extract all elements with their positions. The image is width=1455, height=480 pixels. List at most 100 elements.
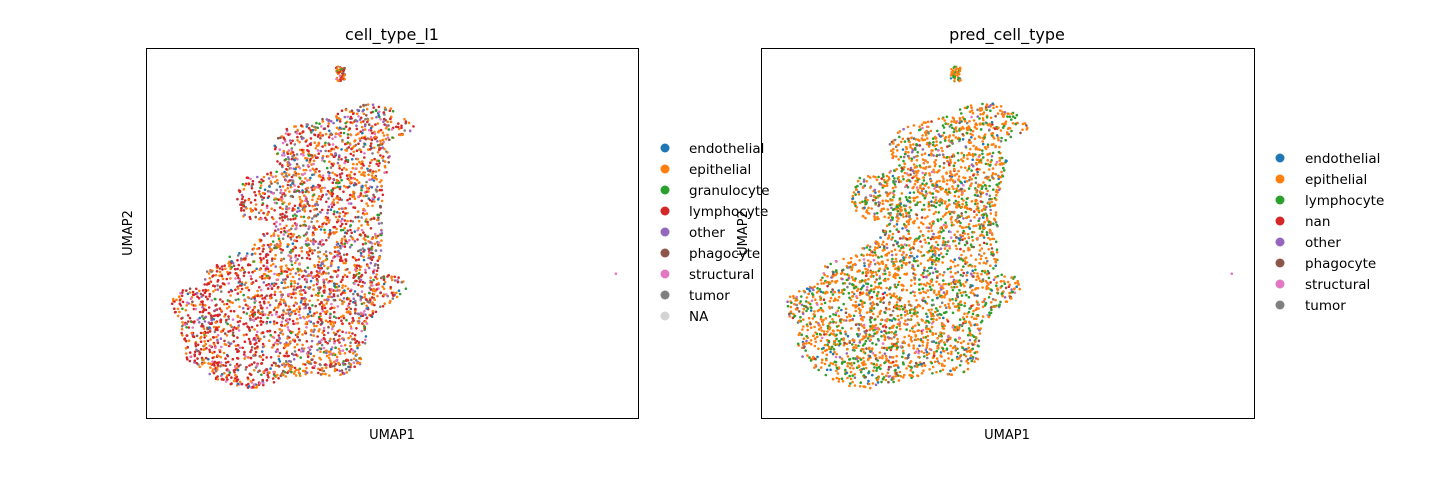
scatter-point [975, 213, 978, 217]
scatter-point [935, 247, 939, 250]
scatter-point [373, 232, 377, 236]
scatter-point [346, 141, 350, 144]
scatter-point [278, 185, 282, 188]
scatter-point [976, 202, 979, 205]
scatter-point [355, 149, 359, 152]
scatter-point [309, 333, 313, 337]
scatter-point [933, 267, 937, 271]
scatter-point [1013, 291, 1017, 295]
scatter-point [982, 171, 986, 174]
scatter-point [252, 369, 256, 372]
scatter-point [200, 315, 204, 318]
scatter-point [293, 190, 296, 193]
scatter-point [371, 204, 374, 208]
scatter-point [373, 289, 377, 293]
scatter-point [305, 159, 309, 162]
scatter-point [304, 306, 307, 310]
scatter-point [948, 178, 952, 182]
scatter-point [931, 183, 934, 187]
scatter-point [233, 267, 237, 271]
scatter-point [273, 180, 277, 184]
scatter-point [266, 330, 269, 333]
scatter-point [242, 274, 246, 278]
scatter-point [242, 271, 246, 275]
scatter-point [374, 109, 378, 112]
scatter-point [300, 148, 304, 152]
scatter-point [363, 142, 367, 146]
scatter-point [363, 293, 367, 296]
scatter-point [314, 304, 318, 308]
scatter-point [367, 254, 371, 257]
scatter-point [361, 322, 364, 325]
scatter-point [984, 279, 988, 283]
scatter-point [391, 297, 395, 300]
scatter-point [360, 216, 363, 219]
scatter-point [386, 136, 390, 139]
scatter-point [283, 226, 286, 230]
scatter-point [229, 323, 232, 327]
scatter-point [232, 340, 236, 343]
scatter-point [329, 264, 333, 268]
scatter-point [320, 225, 324, 228]
scatter-point [209, 362, 212, 366]
scatter-point [897, 230, 900, 233]
scatter-point [324, 340, 328, 344]
scatter-point [219, 365, 222, 368]
scatter-point [341, 330, 344, 334]
scatter-point [400, 124, 403, 128]
scatter-point [296, 321, 300, 325]
scatter-point [214, 304, 217, 307]
scatter-point [286, 156, 290, 159]
scatter-point [188, 351, 192, 354]
scatter-point [283, 371, 287, 374]
scatter-point [238, 284, 242, 287]
scatter-point [348, 322, 351, 325]
scatter-point [288, 163, 292, 166]
scatter-point [267, 177, 271, 180]
scatter-point [992, 188, 995, 191]
scatter-point [369, 161, 372, 164]
scatter-point [273, 209, 276, 212]
scatter-point [286, 243, 290, 246]
scatter-point [875, 178, 879, 182]
scatter-point [326, 342, 330, 345]
scatter-point [365, 316, 369, 320]
scatter-point [377, 281, 380, 285]
scatter-point [362, 231, 365, 234]
scatter-point [383, 166, 387, 169]
scatter-point [328, 279, 331, 283]
scatter-point [308, 204, 311, 207]
scatter-point [366, 264, 369, 268]
scatter-point [286, 245, 289, 248]
scatter-point [332, 331, 336, 335]
scatter-point [954, 338, 957, 341]
scatter-point [320, 272, 324, 276]
scatter-point [269, 264, 273, 267]
scatter-point [371, 196, 375, 200]
scatter-point [940, 201, 944, 205]
scatter-points [786, 65, 1234, 390]
scatter-point [976, 286, 980, 290]
scatter-point [364, 242, 368, 245]
scatter-point [947, 302, 950, 306]
scatter-point [976, 108, 979, 112]
scatter-point [866, 268, 869, 272]
scatter-point [253, 347, 257, 350]
scatter-point [274, 282, 278, 286]
scatter-point [320, 301, 323, 305]
scatter-point [386, 275, 389, 278]
scatter-point [278, 223, 282, 226]
scatter-point [901, 288, 905, 291]
scatter-point [341, 210, 345, 214]
scatter-point [841, 277, 844, 281]
scatter-point [274, 350, 278, 354]
scatter-point [246, 252, 249, 255]
scatter-point [180, 327, 184, 331]
scatter-point [220, 265, 224, 268]
scatter-point [955, 129, 958, 133]
scatter-point [907, 334, 911, 338]
scatter-point [275, 278, 279, 282]
scatter-point [354, 299, 357, 303]
scatter-point [345, 371, 349, 374]
scatter-point [291, 139, 294, 143]
